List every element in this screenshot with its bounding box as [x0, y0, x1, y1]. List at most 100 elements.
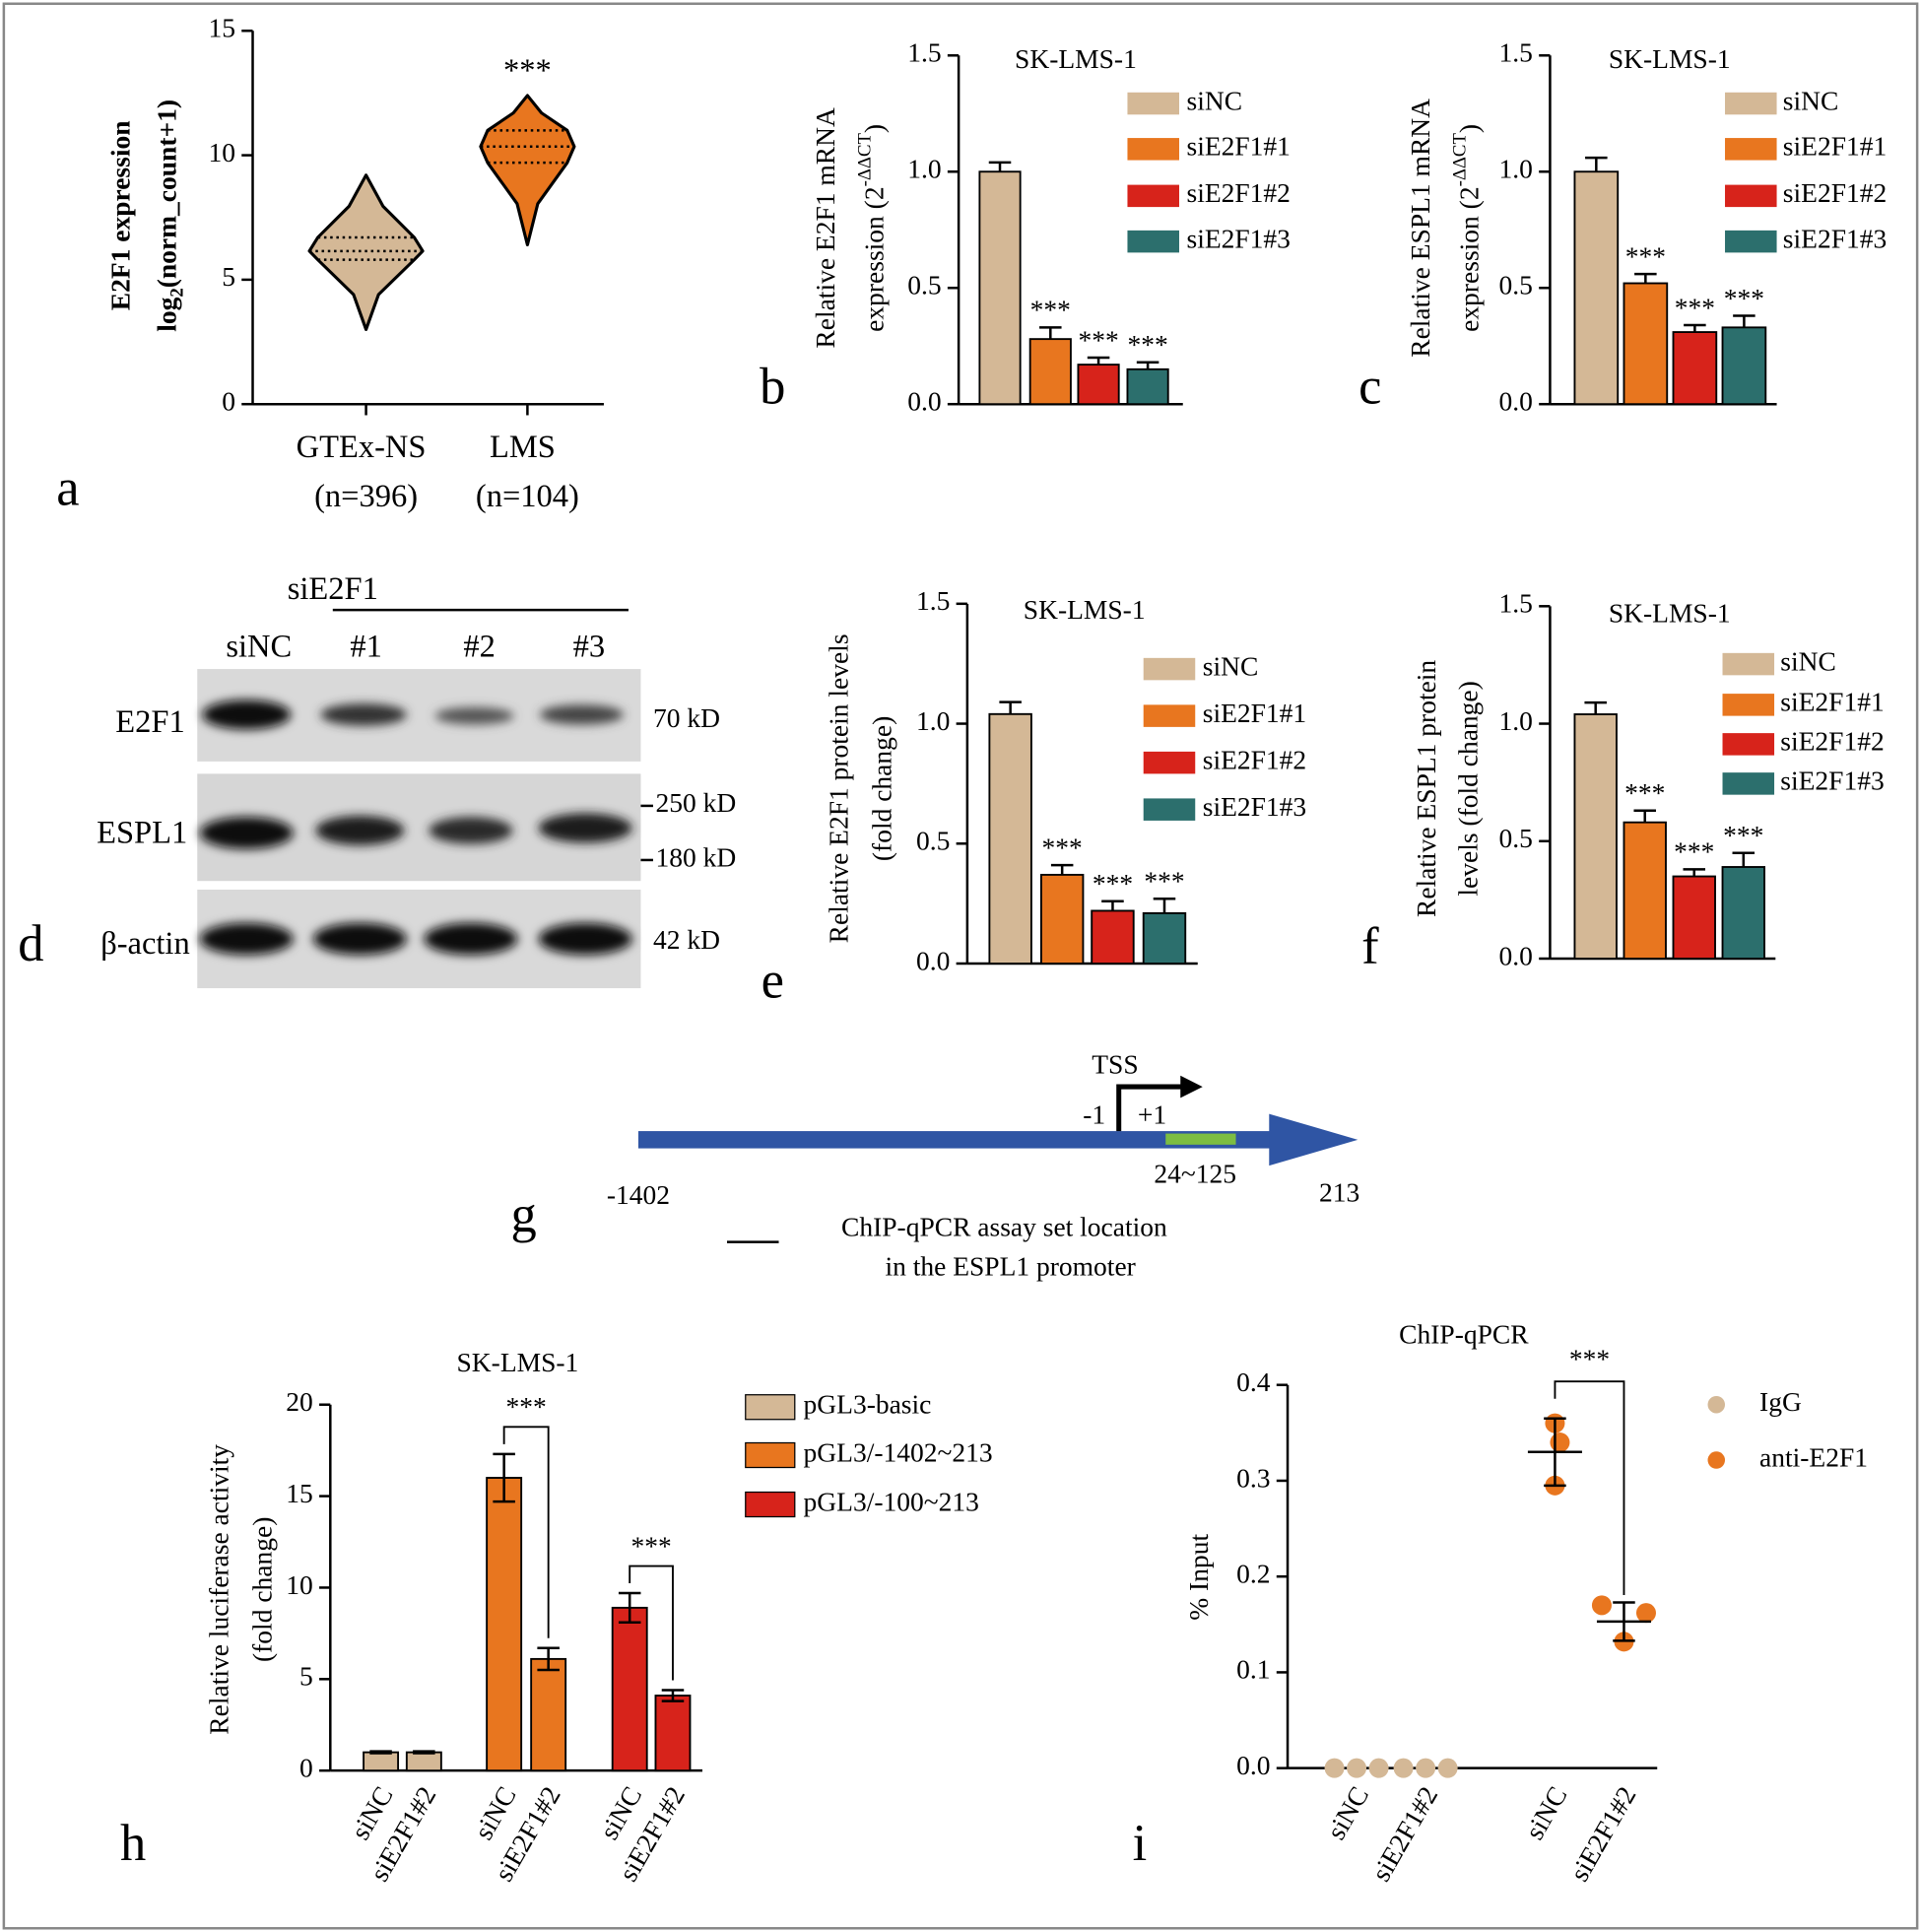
bar — [654, 1695, 692, 1772]
blot-row-label: E2F1 — [115, 704, 184, 740]
legend-label: pGL3/-100~213 — [804, 1486, 979, 1516]
legend-text: ChIP-qPCR assay set location — [841, 1211, 1167, 1241]
blot-row-label: ESPL1 — [97, 815, 187, 850]
data-point — [1550, 1432, 1570, 1453]
y-tick-label: 1.0 — [1499, 154, 1533, 184]
bar — [1623, 821, 1667, 960]
significance: *** — [503, 53, 552, 89]
y-tick-label: 1.0 — [907, 154, 941, 184]
y-tick-label: 0.3 — [1236, 1462, 1270, 1493]
bar — [1126, 367, 1169, 406]
legend-swatch — [1722, 772, 1775, 795]
legend-label: siE2F1#2 — [1186, 177, 1290, 208]
bar — [1077, 364, 1120, 406]
data-point — [1635, 1603, 1656, 1624]
bar — [405, 1751, 442, 1772]
y-axis-label-part: log — [152, 297, 182, 331]
data-point — [1437, 1758, 1458, 1778]
y-tick-label: 0.5 — [907, 270, 941, 300]
chart-title: SK-LMS-1 — [1609, 43, 1731, 74]
y-tick-label: 15 — [208, 13, 235, 43]
legend-swatch — [1143, 704, 1196, 727]
y-tick-label: 20 — [286, 1386, 313, 1417]
y-tick-label: 0 — [299, 1752, 313, 1782]
y-tick-label: 0.0 — [1236, 1750, 1270, 1780]
significance: *** — [1144, 866, 1184, 897]
y-tick-label: 1.0 — [916, 705, 950, 736]
band — [434, 706, 514, 725]
legend-label: siNC — [1783, 85, 1839, 115]
bar — [988, 712, 1032, 965]
y-axis-label: E2F1 expression — [105, 120, 136, 310]
region-label: 24~125 — [1154, 1159, 1236, 1189]
bar — [1142, 911, 1187, 965]
tss-arrow — [1116, 1084, 1186, 1132]
x-tick-label: GTEx-NS — [297, 430, 427, 465]
significance: *** — [1675, 292, 1715, 322]
y-axis-label: log2(norm_count+1) — [152, 100, 188, 332]
band — [538, 922, 632, 956]
legend-swatch — [1127, 138, 1179, 161]
legend-marker — [1707, 1451, 1726, 1469]
band — [429, 817, 513, 844]
legend-label: siE2F1#3 — [1186, 223, 1290, 253]
legend-swatch — [1722, 652, 1775, 676]
y-axis-label: expression (2-ΔΔCT) — [855, 124, 890, 332]
legend-swatch — [1143, 657, 1196, 681]
band — [315, 815, 405, 845]
y-tick-label: 0.0 — [1499, 940, 1533, 970]
panel-label: a — [56, 459, 79, 516]
significance: *** — [1030, 295, 1071, 325]
band — [199, 922, 294, 956]
legend-swatch — [1725, 138, 1777, 161]
legend-text: in the ESPL1 promoter — [885, 1250, 1135, 1281]
band — [539, 704, 624, 725]
bar — [1028, 338, 1072, 406]
y-tick-label: 10 — [208, 137, 235, 167]
panel-label: g — [511, 1186, 537, 1243]
panel-label: f — [1361, 918, 1379, 975]
legend-label: siE2F1#2 — [1783, 177, 1887, 208]
tss-arrow-head — [1180, 1075, 1203, 1099]
legend-label: siE2F1#3 — [1780, 766, 1884, 796]
y-tick-label: 0.0 — [1499, 386, 1533, 417]
legend-label: siE2F1#3 — [1783, 223, 1887, 253]
lane-label: siNC — [226, 630, 292, 665]
lane-group: siE2F1 — [288, 571, 378, 607]
legend-swatch — [1722, 733, 1775, 756]
legend-label: siE2F1#3 — [1203, 791, 1306, 822]
band — [538, 813, 632, 843]
y-tick-label: 0 — [222, 386, 235, 417]
bar — [1573, 713, 1618, 960]
y-axis-label-part: (norm_count+1) — [152, 100, 182, 288]
superscript: -ΔΔCT — [1450, 133, 1471, 187]
chart-title: SK-LMS-1 — [457, 1347, 579, 1377]
legend-swatch — [1722, 694, 1775, 716]
violin — [479, 94, 576, 247]
y-axis-label: expression (2-ΔΔCT) — [1450, 124, 1485, 332]
data-point — [1416, 1758, 1436, 1778]
panel-label: e — [762, 953, 784, 1010]
tss-label: TSS — [1092, 1048, 1138, 1079]
blot-size-label: 180 kD — [655, 841, 736, 872]
legend-swatch — [1725, 230, 1777, 253]
y-axis-label: Relative E2F1 protein levels — [824, 633, 854, 943]
y-tick-label: 1.5 — [1499, 37, 1533, 68]
end-label: 213 — [1319, 1176, 1359, 1207]
bar — [611, 1606, 648, 1772]
subscript: 2 — [167, 288, 188, 297]
data-point — [1393, 1758, 1414, 1778]
y-axis-label: Relative ESPL1 protein — [1411, 660, 1441, 917]
legend-label: siE2F1#2 — [1780, 726, 1884, 757]
bar — [530, 1657, 567, 1772]
y-tick-label: 0.0 — [916, 945, 950, 975]
blot-size-label: 42 kD — [653, 924, 720, 955]
significance: *** — [1624, 777, 1665, 808]
bands — [199, 700, 632, 956]
band — [202, 700, 292, 730]
y-tick-label: 0.2 — [1236, 1559, 1270, 1589]
promoter-arrow-body — [637, 1131, 1280, 1149]
y-tick-label: 1.5 — [916, 585, 950, 616]
y-axis-label: (fold change) — [246, 1517, 277, 1662]
